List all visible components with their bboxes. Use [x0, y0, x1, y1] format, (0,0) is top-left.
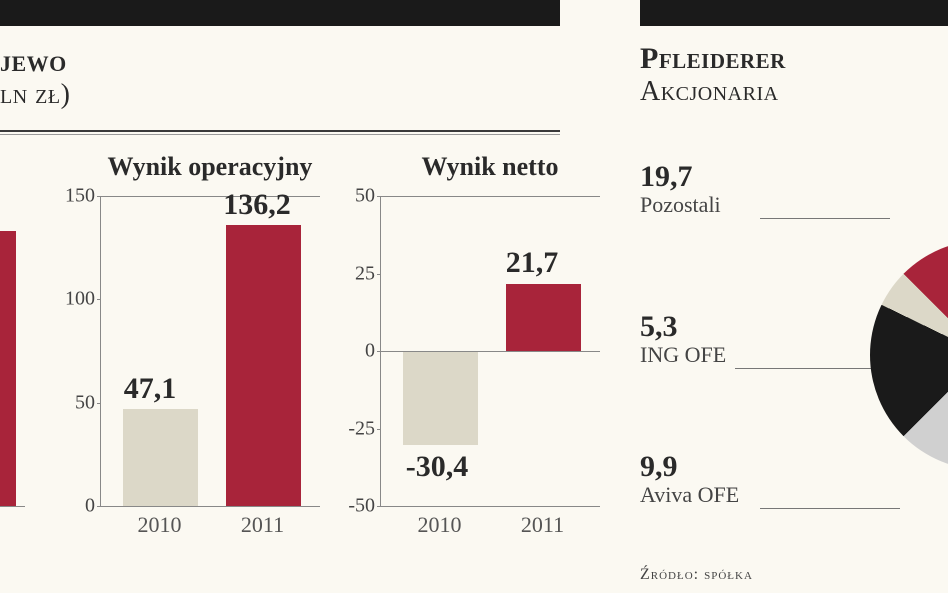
divider-thin: [0, 134, 560, 135]
share-value-aviva: 9,9: [640, 450, 739, 484]
chartB-bar-2011: [226, 225, 301, 507]
left-title-block: jewo ln zł): [0, 42, 70, 111]
chartC-ylabel-1: -25: [348, 417, 381, 440]
chartB-plot: 0 50 100 150: [100, 196, 320, 506]
share-label-ing: ING OFE: [640, 342, 726, 368]
chart-net-result: Wynik netto -50 -25 0 25 50 -30,4 21,7 2…: [340, 150, 600, 570]
chartC-xlabel-2010: 2010: [402, 512, 477, 538]
right-title-block: Pfleiderer Akcjonaria: [640, 42, 786, 108]
chartC-title: Wynik netto: [380, 152, 600, 182]
chart-operating-result: Wynik operacyjny 0 50 100 150 47,1 136,2…: [60, 150, 320, 570]
chartC-label-2010: -30,4: [382, 450, 492, 484]
chartC-bar-2011: [506, 284, 581, 351]
right-title-line1: Pfleiderer: [640, 42, 786, 76]
share-entry-aviva: 9,9 Aviva OFE: [640, 450, 739, 508]
chartC-bar-2010: [403, 351, 478, 445]
header-bar-left: [0, 0, 560, 26]
shareholders-pie: [870, 240, 948, 470]
chartB-xlabel-2011: 2011: [225, 512, 300, 538]
chartC-xaxis: [380, 506, 600, 507]
leader-ing: [735, 368, 885, 369]
header-bar-right: [640, 0, 948, 26]
chartC-zero-axis: [380, 351, 600, 352]
divider-thick: [0, 130, 560, 132]
chartB-label-2010: 47,1: [105, 372, 195, 406]
chartC-label-2011: 21,7: [482, 246, 582, 280]
share-label-aviva: Aviva OFE: [640, 482, 739, 508]
chartC-ylabel-2: 0: [365, 340, 381, 363]
share-value-pozostali: 19,7: [640, 160, 721, 194]
chartC-ylabel-4: 50: [355, 185, 381, 208]
left-title-line2: ln zł): [0, 79, 70, 111]
right-title-line2: Akcjonaria: [640, 76, 786, 108]
chartB-label-2011: 136,2: [207, 188, 307, 222]
leader-aviva: [760, 508, 900, 509]
chartB-title: Wynik operacyjny: [100, 152, 320, 182]
source-label: Źródło: spółka: [640, 566, 753, 584]
chartB-xlabel-2010: 2010: [122, 512, 197, 538]
chart-partial-left: ,2 1: [0, 150, 25, 570]
chartC-ylabel-0: -50: [348, 495, 381, 518]
share-label-pozostali: Pozostali: [640, 192, 721, 218]
chartB-ylabel-0: 0: [85, 495, 101, 518]
chartB-ylabel-1: 50: [75, 391, 101, 414]
chartA-bar-label: ,2: [0, 200, 35, 234]
left-title-line1: jewo: [0, 42, 70, 79]
share-entry-ing: 5,3 ING OFE: [640, 310, 726, 368]
chartC-ylabel-3: 25: [355, 262, 381, 285]
chartA-bar: [0, 231, 16, 506]
leader-pozostali: [760, 218, 890, 219]
chartA-plot: [0, 196, 25, 506]
chartB-bar-2010: [123, 409, 198, 506]
share-entry-pozostali: 19,7 Pozostali: [640, 160, 721, 218]
share-value-ing: 5,3: [640, 310, 726, 344]
chartB-ylabel-2: 100: [65, 288, 101, 311]
pie-segments: [870, 240, 948, 470]
chartC-xlabel-2011: 2011: [505, 512, 580, 538]
chartA-xaxis: [0, 506, 25, 507]
chartB-xaxis: [100, 506, 320, 507]
chartA-xlabel: 1: [0, 512, 25, 538]
chartB-ylabel-3: 150: [65, 185, 101, 208]
